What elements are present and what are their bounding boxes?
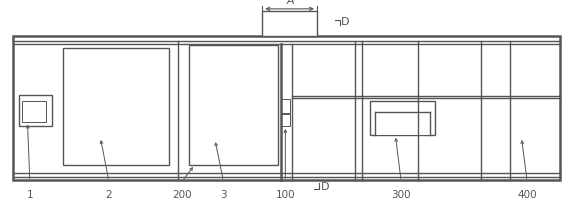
Bar bbox=[13, 36, 560, 180]
Text: 1: 1 bbox=[26, 190, 33, 200]
Bar bbox=[281, 114, 290, 126]
Text: 400: 400 bbox=[517, 190, 537, 200]
Bar bbox=[63, 48, 169, 165]
Text: 100: 100 bbox=[276, 190, 295, 200]
Bar bbox=[22, 101, 46, 122]
Bar bbox=[375, 112, 430, 135]
Text: A: A bbox=[286, 0, 294, 6]
Bar bbox=[189, 45, 278, 165]
Text: 300: 300 bbox=[391, 190, 411, 200]
Bar bbox=[370, 101, 435, 135]
Text: 2: 2 bbox=[105, 190, 112, 200]
Text: D: D bbox=[321, 182, 329, 192]
Bar bbox=[19, 95, 52, 126]
Bar bbox=[262, 11, 317, 36]
Text: D: D bbox=[341, 17, 350, 27]
Text: 3: 3 bbox=[220, 190, 227, 200]
Bar bbox=[281, 99, 290, 113]
Text: 200: 200 bbox=[172, 190, 192, 200]
